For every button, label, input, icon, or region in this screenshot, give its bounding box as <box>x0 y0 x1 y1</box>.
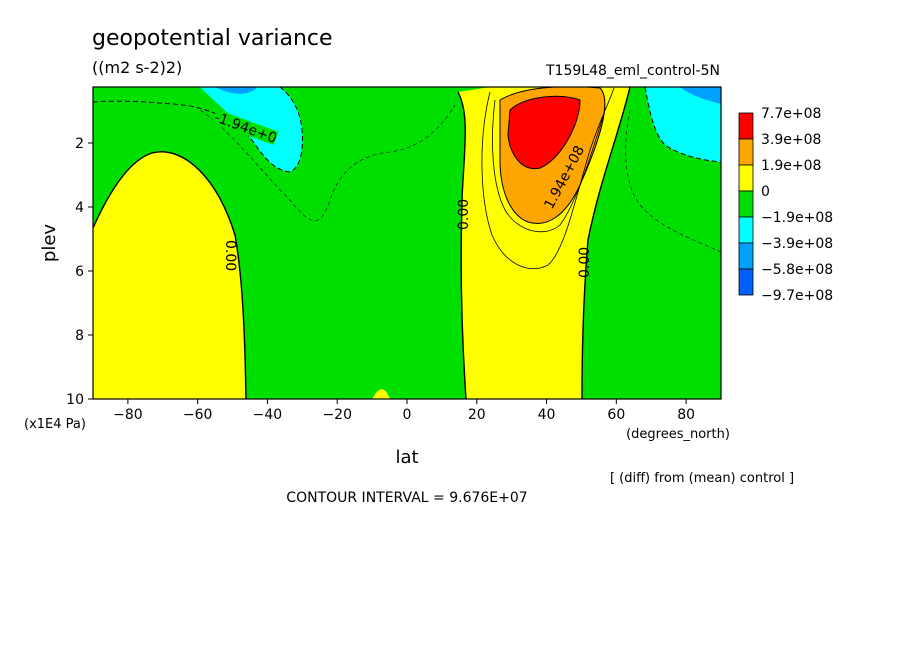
region-negative-strong-south <box>215 87 258 94</box>
legend-swatch <box>738 242 754 270</box>
x-tick-label: −60 <box>183 407 213 423</box>
units-label: ((m2 s-2)2) <box>92 58 182 77</box>
legend-swatch <box>738 268 754 296</box>
contour-positive-2 <box>492 99 606 233</box>
diff-note: [ (diff) from (mean) control ] <box>610 471 794 486</box>
x-tick-label: −80 <box>113 407 143 423</box>
x-tick-label: −40 <box>253 407 283 423</box>
legend-label: 7.7e+08 <box>761 106 821 122</box>
legend-label: 3.9e+08 <box>761 132 821 148</box>
contour-zero-north-left <box>457 91 467 399</box>
x-axis-title: lat <box>395 447 418 468</box>
color-legend: 7.7e+08 3.9e+08 1.9e+08 0 −1.9e+08 −3.9e+08 −5… <box>738 106 833 304</box>
legend-label: 0 <box>761 184 770 200</box>
x-tick-label: 80 <box>677 407 695 423</box>
contour-positive-1 <box>481 87 615 270</box>
legend-swatch <box>738 112 754 140</box>
contour-max <box>507 95 581 170</box>
legend-swatch <box>738 138 754 166</box>
x-tick-label: 0 <box>403 407 412 423</box>
contour-zero-north-right <box>581 87 631 399</box>
contour-field: -1.94e+0 0.00 0.00 1.94e+08 0.00 <box>93 87 721 399</box>
y-tick-label: 2 <box>75 136 84 152</box>
legend-label: −9.7e+08 <box>761 288 833 304</box>
legend-swatch <box>738 190 754 218</box>
x-axis-units: (degrees_north) <box>626 427 730 442</box>
contour-negative-north-thin <box>625 109 721 253</box>
region-positive-equator <box>372 389 390 399</box>
contour-label: 0.00 <box>577 247 593 278</box>
region-negative-strong-north <box>680 87 721 104</box>
legend-swatch <box>738 216 754 244</box>
y-tick-label: 4 <box>75 200 84 216</box>
y-axis: 2 4 6 8 10 <box>66 136 93 408</box>
x-tick-label: −20 <box>322 407 352 423</box>
y-axis-title: plev <box>39 224 60 263</box>
contour-interval: CONTOUR INTERVAL = 9.676E+07 <box>286 490 527 506</box>
legend-label: 1.9e+08 <box>761 158 821 174</box>
region-positive-south <box>93 151 246 399</box>
y-axis-units: (x1E4 Pa) <box>24 417 86 432</box>
contour-label: 0.00 <box>222 240 238 271</box>
x-tick-label: 20 <box>468 407 486 423</box>
x-tick-label: 40 <box>538 407 556 423</box>
contour-zero-south <box>93 151 247 399</box>
legend-label: −3.9e+08 <box>761 236 833 252</box>
y-tick-label: 10 <box>66 392 84 408</box>
y-tick-label: 6 <box>75 264 84 280</box>
contour-negative-south <box>93 87 303 173</box>
region-max <box>508 96 580 169</box>
chart-title: geopotential variance <box>92 26 333 51</box>
y-tick-label: 8 <box>75 328 84 344</box>
contour-label: 0.00 <box>456 199 472 230</box>
legend-swatch <box>738 164 754 192</box>
contour-label-bg <box>211 109 279 145</box>
x-tick-label: 60 <box>607 407 625 423</box>
run-label: T159L48_eml_control-5N <box>545 63 720 79</box>
legend-label: −5.8e+08 <box>761 262 833 278</box>
contour-high <box>499 87 606 224</box>
legend-label: −1.9e+08 <box>761 210 833 226</box>
x-axis: −80 −60 −40 −20 0 20 40 60 80 <box>113 399 695 423</box>
